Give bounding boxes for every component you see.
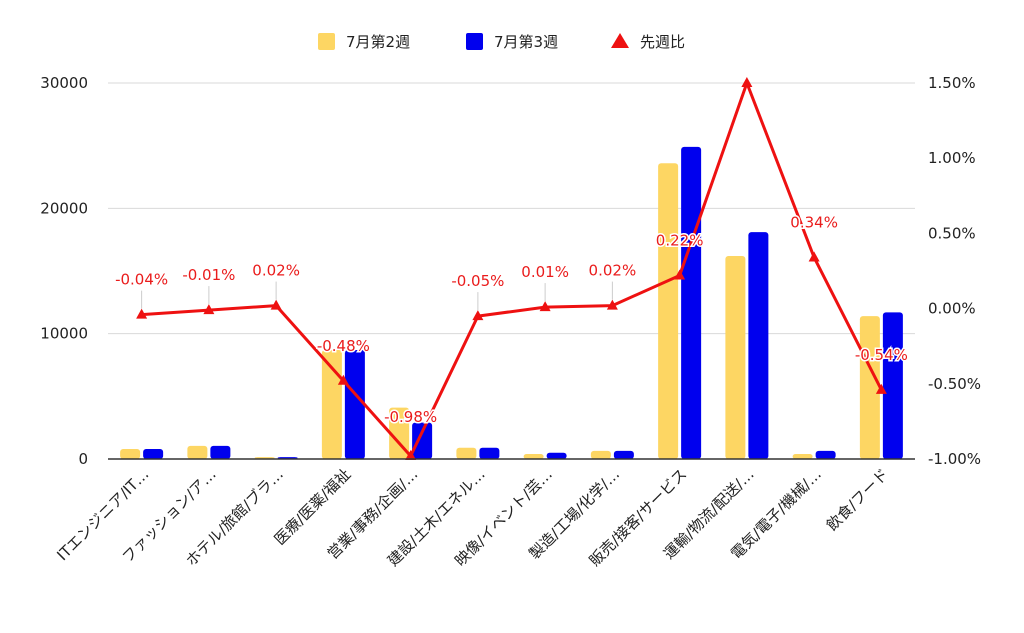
bar-week3 [344,349,365,459]
gridlines [108,82,915,335]
bar-week2 [725,255,746,459]
bar-week2 [120,448,141,459]
y-right-tick-label: 1.00% [928,149,976,167]
bar-week3 [882,312,903,459]
bar-week3 [412,422,433,459]
ratio-marker [203,304,215,315]
bar-week3 [681,146,702,460]
bar-week3 [479,447,500,459]
ratio-polyline [141,81,883,458]
bar-week2 [321,349,342,459]
ratio-marker [606,299,618,310]
bar-week3 [748,232,769,459]
ratio-data-label: -0.05% [451,272,504,290]
bar-week3 [143,448,164,459]
y-left-tick-label: 30000 [40,74,88,92]
axes: 0 10000 20000 30000 -1.00% -0.50% 0.00% 0.50% 1.… [40,74,981,570]
bar-week3 [815,450,836,459]
bar-week3 [546,452,567,459]
ratio-data-label: 0.02% [589,262,637,280]
bar-week3 [613,450,634,459]
legend-swatch [611,33,629,48]
ratio-marker [136,308,148,319]
ratio-marker [808,251,820,262]
bar-week2 [590,450,611,459]
legend-swatch [318,33,335,50]
ratio-marker [875,383,887,394]
y-right-tick-label: 0.50% [928,224,976,242]
ratio-marker [741,77,753,87]
data-labels: -0.04% -0.01% 0.02% -0.48% -0.98% -0.05% 0.01%… [114,212,910,428]
ratio-data-label: 0.01% [521,263,569,281]
y-right-tick-label: 1.50% [928,74,976,92]
bar-week2 [658,163,679,460]
ratio-data-label: 0.22% [656,232,704,250]
ratio-data-label: -0.01% [182,266,235,284]
bar-week2 [456,447,477,459]
legend-label: 7月第2週 [346,33,410,51]
bar-week2 [792,453,813,459]
ratio-data-label: -0.48% [317,337,370,355]
ratio-data-label: -0.98% [384,408,437,426]
y-right-tick-label: -1.00% [928,450,981,468]
legend-swatch [466,33,483,50]
x-category-label: 飲食/フード [823,465,892,534]
y-right-tick-label: -0.50% [928,375,981,393]
legend: 7月第2週 7月第3週 先週比 [318,33,685,51]
ratio-marker [270,299,282,310]
ratio-data-label: -0.54% [855,346,908,364]
ratio-marker [337,374,349,385]
ratio-marker [405,449,417,460]
y-left-tick-label: 0 [78,450,88,468]
ratio-data-label: 0.34% [790,213,838,231]
y-left-tick-label: 20000 [40,199,88,217]
bars [120,146,903,460]
legend-label: 7月第3週 [494,33,558,51]
ratio-marker [539,301,551,312]
bar-week2 [187,445,208,459]
bar-week2 [389,407,410,459]
ratio-data-label: -0.04% [115,271,168,289]
ratio-marker [472,310,484,321]
legend-label: 先週比 [640,33,685,51]
bar-week2 [523,453,544,459]
bar-week3 [210,445,231,459]
ratio-marker [674,269,686,280]
ratio-data-label: 0.02% [252,262,300,280]
ratio-line [136,77,887,460]
y-right-tick-label: 0.00% [928,300,976,318]
bar-week2 [859,316,880,459]
y-left-tick-label: 10000 [40,325,88,343]
